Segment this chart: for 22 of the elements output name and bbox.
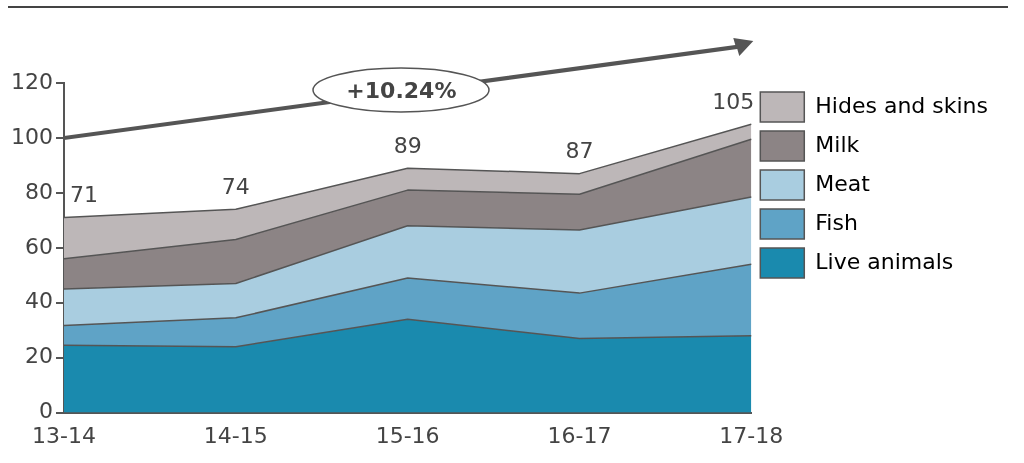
x-tick-label: 14-15 xyxy=(203,422,268,448)
y-tick-label: 60 xyxy=(24,233,53,259)
legend-label: Hides and skins xyxy=(815,92,989,118)
total-label: 89 xyxy=(393,132,422,158)
legend-label: Milk xyxy=(815,131,860,157)
x-tick-label: 15-16 xyxy=(375,422,440,448)
legend-label: Meat xyxy=(815,170,871,196)
y-tick-label: 0 xyxy=(38,398,53,424)
y-tick-label: 120 xyxy=(10,68,53,94)
y-tick-label: 40 xyxy=(24,288,53,314)
total-label: 87 xyxy=(565,138,594,164)
y-tick-label: 80 xyxy=(24,178,53,204)
x-tick-label: 16-17 xyxy=(547,422,612,448)
total-label: 71 xyxy=(69,182,98,208)
total-label: 74 xyxy=(221,174,250,200)
y-tick-label: 100 xyxy=(10,123,53,149)
legend-label: Live animals xyxy=(815,248,954,274)
total-label: 105 xyxy=(712,88,755,114)
legend-label: Fish xyxy=(815,209,858,235)
x-tick-label: 13-14 xyxy=(32,422,96,448)
y-tick-label: 20 xyxy=(24,343,53,369)
x-tick-label: 17-18 xyxy=(719,422,784,448)
